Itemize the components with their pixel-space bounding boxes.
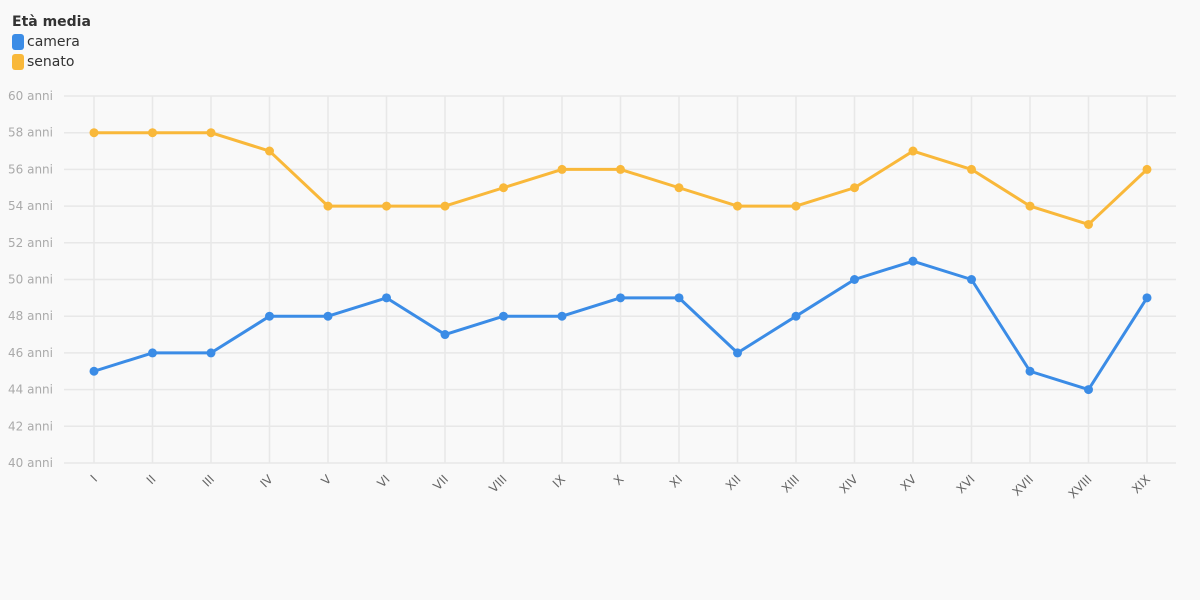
legend-item-camera[interactable]: camera	[12, 34, 80, 50]
legend-item-senato[interactable]: senato	[12, 54, 74, 70]
legend-label-camera: camera	[27, 34, 80, 50]
x-tick-label: V	[318, 472, 334, 488]
data-point-senato	[148, 128, 157, 138]
x-tick-label: II	[144, 472, 159, 487]
data-point-camera	[967, 275, 976, 284]
y-tick-label: 40 anni	[8, 456, 53, 470]
x-tick-label: IX	[550, 472, 568, 490]
y-tick-label: 50 anni	[8, 273, 53, 287]
y-tick-label: 48 anni	[8, 309, 53, 323]
data-point-senato	[850, 183, 859, 193]
y-tick-label: 54 anni	[8, 199, 53, 213]
x-tick-label: I	[88, 472, 100, 484]
data-point-camera	[265, 311, 274, 321]
x-tick-label: VII	[430, 472, 451, 493]
data-point-senato	[499, 183, 508, 193]
data-point-camera	[148, 348, 157, 358]
x-tick-label: XIV	[837, 472, 862, 497]
data-point-senato	[908, 146, 918, 156]
data-point-camera	[674, 293, 684, 303]
data-point-senato	[1084, 219, 1093, 229]
data-point-camera	[499, 311, 508, 321]
y-tick-label: 58 anni	[8, 126, 53, 140]
data-point-senato	[265, 146, 274, 156]
legend-title: Età media	[12, 14, 91, 30]
x-tick-label: XV	[898, 472, 920, 494]
x-tick-label: XVI	[954, 472, 978, 496]
data-point-camera	[323, 311, 333, 321]
data-point-senato	[323, 201, 333, 211]
data-point-camera	[89, 366, 99, 376]
y-tick-label: 56 anni	[8, 162, 53, 176]
x-tick-label: XI	[667, 472, 685, 490]
data-point-camera	[908, 256, 918, 266]
data-point-camera	[1084, 385, 1093, 395]
data-point-senato	[616, 164, 625, 174]
data-point-senato	[89, 128, 99, 138]
data-point-senato	[1025, 201, 1035, 211]
x-tick-label: XII	[723, 472, 744, 493]
y-tick-label: 42 anni	[8, 419, 53, 433]
y-tick-label: 44 anni	[8, 383, 53, 397]
x-tick-label: XIII	[779, 472, 802, 495]
legend-swatch-senato	[12, 54, 24, 70]
y-tick-label: 52 anni	[8, 236, 53, 250]
x-tick-label: IV	[257, 472, 276, 491]
data-point-camera	[616, 293, 625, 303]
data-point-camera	[440, 330, 450, 340]
data-point-camera	[850, 275, 859, 284]
x-tick-label: XVIII	[1066, 472, 1095, 501]
data-point-camera	[733, 348, 742, 358]
data-point-senato	[206, 128, 216, 138]
x-tick-label: III	[200, 472, 217, 489]
data-point-camera	[1142, 293, 1152, 303]
data-point-senato	[440, 201, 450, 211]
data-point-camera	[382, 293, 391, 303]
data-point-senato	[557, 164, 567, 174]
data-point-camera	[1025, 366, 1035, 376]
data-point-senato	[791, 201, 801, 211]
legend-swatch-camera	[12, 34, 24, 50]
data-point-senato	[733, 201, 742, 211]
x-tick-label: VI	[374, 472, 392, 490]
x-tick-label: XIX	[1129, 472, 1153, 496]
y-tick-label: 60 anni	[8, 89, 53, 103]
x-tick-label: X	[611, 472, 627, 488]
x-tick-label: XVII	[1010, 472, 1037, 499]
data-point-camera	[557, 311, 567, 321]
data-point-senato	[674, 183, 684, 193]
y-tick-label: 46 anni	[8, 346, 53, 360]
data-point-senato	[1142, 164, 1152, 174]
data-point-camera	[206, 348, 216, 358]
data-point-senato	[967, 164, 976, 174]
legend-label-senato: senato	[27, 54, 75, 70]
data-point-senato	[382, 201, 391, 211]
data-point-camera	[791, 311, 801, 321]
x-tick-label: VIII	[486, 472, 509, 495]
